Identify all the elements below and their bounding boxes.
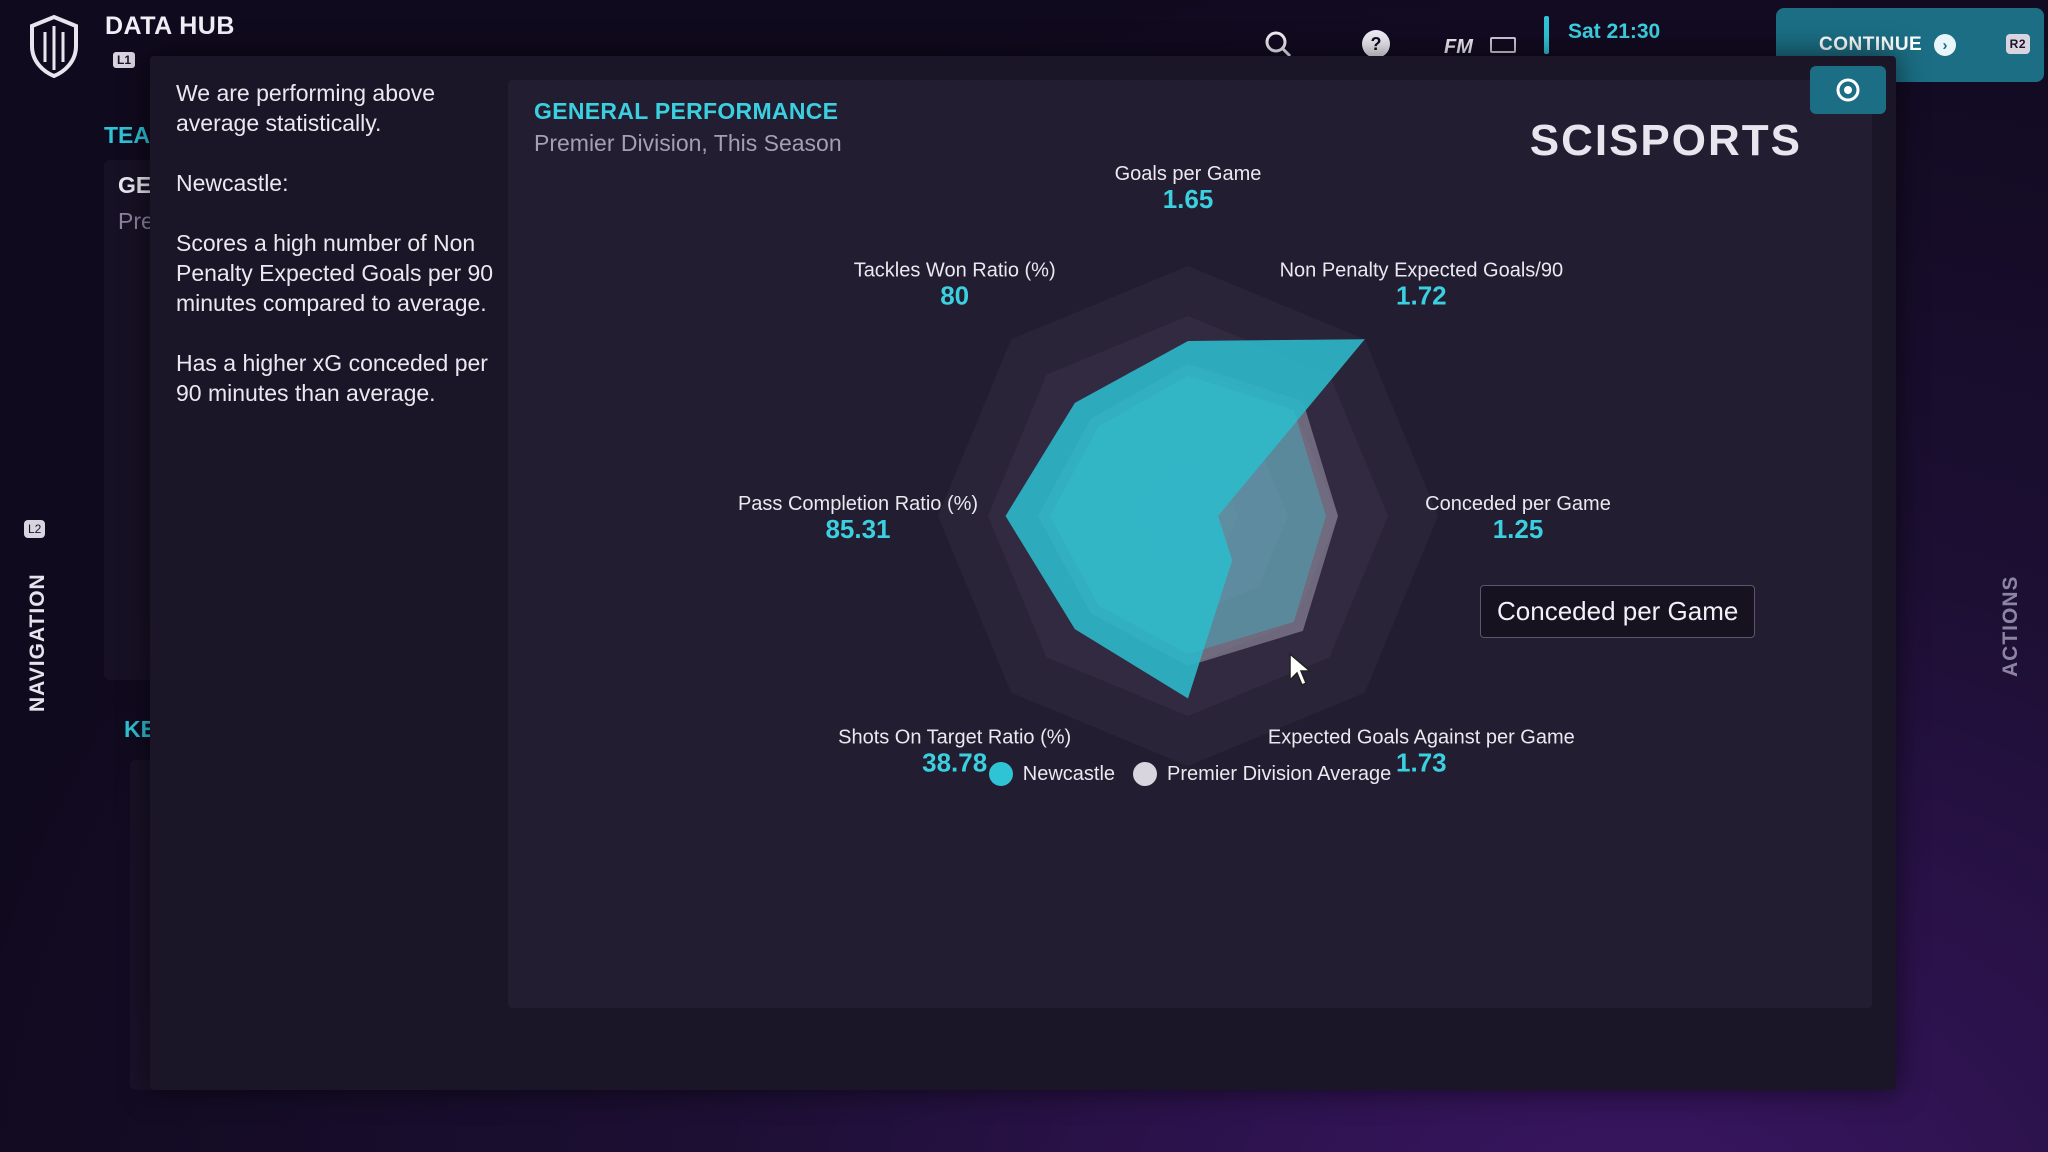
legend-item-average[interactable]: Premier Division Average: [1133, 762, 1391, 786]
insight-point-1: Scores a high number of Non Penalty Expe…: [176, 230, 494, 316]
chevron-right-icon: ›: [1934, 34, 1957, 56]
navigation-rail[interactable]: L2 NAVIGATION: [22, 520, 54, 720]
svg-text:?: ?: [1371, 34, 1382, 54]
axis-value: 1.65: [1163, 184, 1214, 214]
game-date-time: Sat 21:30: [1568, 20, 1661, 43]
continue-label: CONTINUE: [1819, 34, 1923, 55]
background-sub-fragment: Pre: [118, 208, 154, 234]
l1-badge: L1: [113, 52, 136, 68]
keyboard-icon[interactable]: [1490, 37, 1516, 53]
axis-label: Shots On Target Ratio (%): [838, 726, 1071, 748]
chart-panel: GENERAL PERFORMANCE Premier Division, Th…: [508, 80, 1872, 1008]
settings-button[interactable]: [1810, 66, 1886, 114]
legend-item-team[interactable]: Newcastle: [988, 762, 1116, 786]
axis-label: Tackles Won Ratio (%): [854, 260, 1056, 282]
r2-badge: R2: [2005, 34, 2030, 54]
chart-legend: Newcastle Premier Division Average: [508, 762, 1872, 786]
app-title: DATA HUB: [105, 12, 235, 40]
actions-label[interactable]: ACTIONS: [1999, 575, 2022, 678]
search-icon[interactable]: [1262, 28, 1294, 60]
series-newcastle-area: [1005, 339, 1365, 699]
chart-title: GENERAL PERFORMANCE: [534, 98, 839, 124]
settings-icon: [1836, 78, 1860, 102]
background-section-fragment: GE: [118, 172, 152, 198]
series-newcastle-inner-shade: [1050, 375, 1326, 654]
insight-team: Newcastle:: [176, 170, 289, 196]
fm-label[interactable]: FM: [1444, 36, 1473, 58]
legend-swatch-average: [1133, 762, 1158, 786]
insight-summary: We are performing above average statisti…: [176, 80, 436, 136]
l2-badge: L2: [24, 520, 46, 538]
insight-point-2: Has a higher xG conceded per 90 minutes …: [176, 350, 488, 406]
club-crest-icon[interactable]: [28, 14, 80, 78]
axis-value: 80: [940, 281, 969, 311]
axis-label: Expected Goals Against per Game: [1268, 726, 1575, 748]
axis-value: 1.25: [1493, 514, 1544, 544]
axis-label: Conceded per Game: [1425, 493, 1611, 515]
axis-label: Pass Completion Ratio (%): [738, 493, 978, 515]
axis-label: Goals per Game: [1115, 163, 1262, 185]
help-icon[interactable]: ?: [1360, 28, 1392, 60]
axis-value: 38.78: [922, 747, 987, 777]
insights-panel: We are performing above average statisti…: [176, 78, 512, 438]
legend-label-team: Newcastle: [1022, 762, 1116, 785]
axis-value: 1.73: [1396, 747, 1447, 777]
legend-label-average: Premier Division Average: [1167, 762, 1392, 785]
mouse-cursor-icon: [1289, 652, 1312, 687]
scisports-logo: SCISPORTS: [1529, 116, 1802, 165]
performance-modal: We are performing above average statisti…: [150, 56, 1896, 1090]
axis-label: Non Penalty Expected Goals/90: [1280, 260, 1564, 282]
background-tab-fragment: TEA: [104, 122, 150, 148]
time-accent-bar: [1544, 16, 1549, 54]
chart-subtitle: Premier Division, This Season: [534, 130, 842, 156]
navigation-label: NAVIGATION: [26, 573, 49, 712]
axis-value: 1.72: [1396, 281, 1447, 311]
axis-tooltip: Conceded per Game: [1480, 585, 1756, 638]
axis-value: 85.31: [825, 514, 890, 544]
legend-swatch-team: [988, 762, 1013, 786]
top-bar: DATA HUB L1 ? FM Sat 21:30 CONTINUE › R2: [0, 0, 2048, 82]
